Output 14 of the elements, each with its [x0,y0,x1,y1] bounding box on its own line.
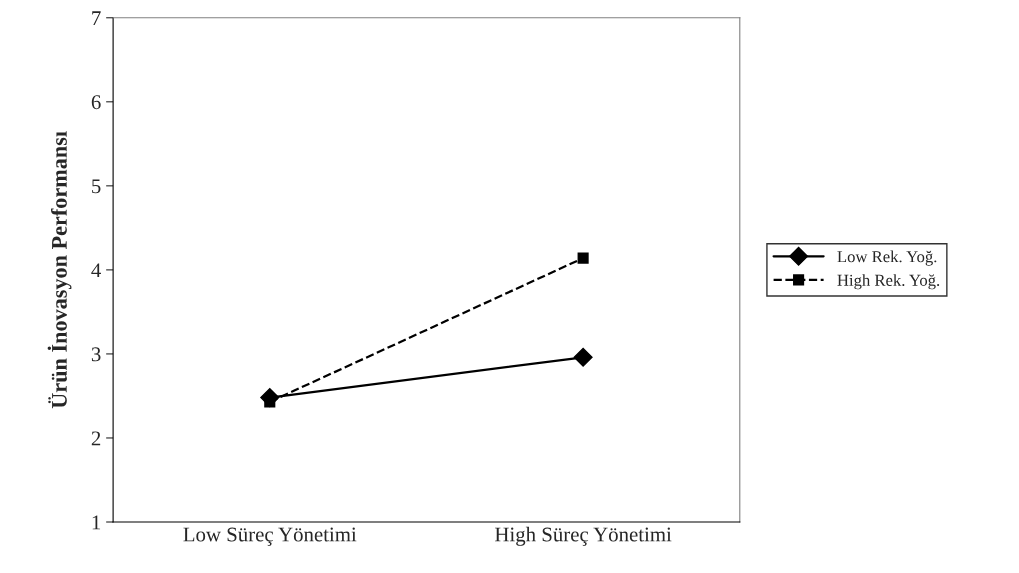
y-tick-label: 6 [91,95,101,110]
point [577,252,589,264]
y-axis-title: Ürün İnovasyon Performansı [47,131,72,409]
x-tick-label: High Süreç Yönetimi [495,526,672,546]
y-tick-label: 7 [92,11,101,25]
y-tick-label: 4 [91,263,101,278]
x-tick-label: Low Süreç Yönetimi [183,527,357,546]
y-tick-label: 2 [91,431,101,446]
legend-label: High Rek. Yoğ. [837,274,940,290]
y-tick-label: 5 [92,179,101,194]
point [573,347,593,367]
legend-label: Low Rek. Yoğ. [837,250,937,266]
y-tick-label: 3 [91,347,101,362]
y-tick-label: 1 [92,515,101,530]
